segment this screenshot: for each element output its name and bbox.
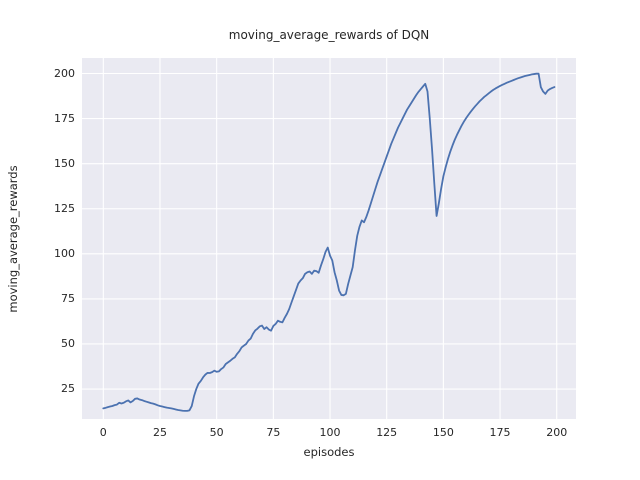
gridlines (82, 58, 576, 419)
chart-title: moving_average_rewards of DQN (228, 28, 430, 42)
y-axis-label: moving_average_rewards (6, 165, 20, 313)
x-tick-label: 100 (319, 426, 341, 439)
plot-area (82, 58, 576, 419)
y-tick-label: 100 (54, 246, 75, 260)
plot-svg (82, 58, 576, 419)
x-tick-label: 150 (432, 426, 454, 439)
y-tick-label: 50 (61, 336, 75, 350)
y-tick-label: 125 (54, 201, 75, 215)
y-tick-label: 200 (54, 66, 75, 80)
x-tick-label: 50 (209, 426, 224, 439)
x-tick-label: 0 (99, 426, 107, 439)
x-tick-label: 25 (152, 426, 167, 439)
x-tick-label: 75 (266, 426, 281, 439)
x-tick-label: 175 (489, 426, 511, 439)
y-tick-label: 75 (61, 291, 75, 305)
x-tick-label: 200 (546, 426, 568, 439)
y-tick-label: 150 (54, 156, 75, 170)
y-tick-label: 175 (54, 111, 75, 125)
x-tick-label: 125 (376, 426, 398, 439)
y-tick-label: 25 (61, 382, 75, 396)
reward-line-series (102, 72, 556, 412)
x-axis-label: episodes (303, 445, 355, 459)
